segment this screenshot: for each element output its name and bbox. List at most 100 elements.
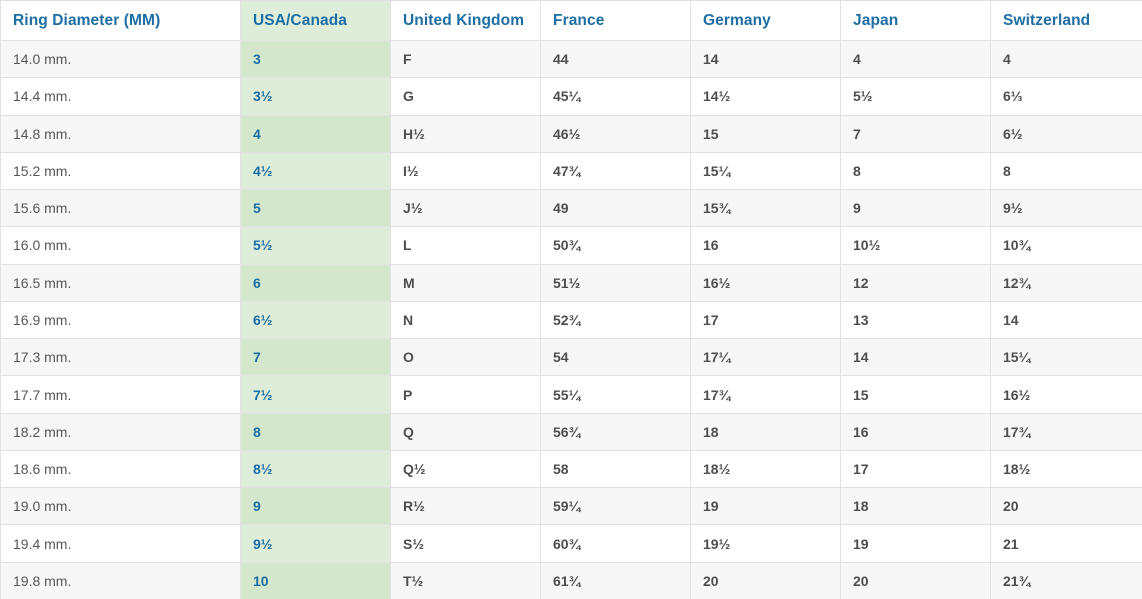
column-header-switzerland: Switzerland [990, 0, 1142, 41]
japan-size-cell: 12 [840, 263, 991, 302]
united-kingdom-size-cell: N [390, 300, 541, 340]
france-size-cell: 50¾ [540, 226, 691, 265]
header-row: Ring Diameter (MM) USA/Canada United Kingd… [0, 0, 1142, 41]
japan-size-cell: 17 [840, 449, 991, 489]
france-size-cell: 55¼ [540, 375, 691, 414]
usa-canada-size-cell: 3½ [240, 77, 391, 116]
germany-size-cell: 20 [690, 561, 841, 599]
ring-diameter-cell: 18.6 mm. [0, 449, 241, 489]
japan-size-cell: 10½ [840, 226, 991, 265]
germany-size-cell: 19 [690, 487, 841, 526]
united-kingdom-size-cell: P [390, 375, 541, 414]
united-kingdom-size-cell: R½ [390, 487, 541, 526]
switzerland-size-cell: 9½ [990, 189, 1142, 228]
germany-size-cell: 17¾ [690, 375, 841, 414]
ring-diameter-cell: 14.0 mm. [0, 39, 241, 79]
usa-canada-size-cell: 5½ [240, 226, 391, 265]
ring-diameter-cell: 14.4 mm. [0, 77, 241, 116]
ring-diameter-cell: 16.0 mm. [0, 226, 241, 265]
germany-size-cell: 18½ [690, 449, 841, 489]
ring-diameter-cell: 19.8 mm. [0, 561, 241, 599]
switzerland-size-cell: 21 [990, 524, 1142, 563]
switzerland-size-cell: 21¾ [990, 561, 1142, 599]
usa-canada-size-cell: 8 [240, 412, 391, 451]
japan-size-cell: 20 [840, 561, 991, 599]
switzerland-size-cell: 6½ [990, 114, 1142, 153]
table-row: 15.2 mm. 4½ I½ 47¾ 15¼ 8 8 [0, 151, 1142, 191]
japan-size-cell: 18 [840, 487, 991, 526]
japan-size-cell: 7 [840, 114, 991, 153]
ring-diameter-cell: 18.2 mm. [0, 412, 241, 451]
germany-size-cell: 14½ [690, 77, 841, 116]
ring-diameter-cell: 17.7 mm. [0, 375, 241, 414]
united-kingdom-size-cell: G [390, 77, 541, 116]
table-row: 14.0 mm. 3 F 44 14 4 4 [0, 39, 1142, 79]
usa-canada-size-cell: 6½ [240, 300, 391, 340]
germany-size-cell: 19½ [690, 524, 841, 563]
japan-size-cell: 8 [840, 151, 991, 191]
usa-canada-size-cell: 7 [240, 338, 391, 377]
france-size-cell: 44 [540, 39, 691, 79]
column-header-germany: Germany [690, 0, 841, 41]
switzerland-size-cell: 18½ [990, 449, 1142, 489]
germany-size-cell: 17¼ [690, 338, 841, 377]
united-kingdom-size-cell: S½ [390, 524, 541, 563]
france-size-cell: 56¾ [540, 412, 691, 451]
france-size-cell: 59¼ [540, 487, 691, 526]
table-row: 18.2 mm. 8 Q 56¾ 18 16 17¾ [0, 412, 1142, 451]
column-header-japan: Japan [840, 0, 991, 41]
ring-diameter-cell: 16.5 mm. [0, 263, 241, 302]
united-kingdom-size-cell: H½ [390, 114, 541, 153]
table-row: 18.6 mm. 8½ Q½ 58 18½ 17 18½ [0, 449, 1142, 489]
usa-canada-size-cell: 4 [240, 114, 391, 153]
united-kingdom-size-cell: Q [390, 412, 541, 451]
germany-size-cell: 15¼ [690, 151, 841, 191]
ring-diameter-cell: 19.0 mm. [0, 487, 241, 526]
ring-diameter-cell: 16.9 mm. [0, 300, 241, 340]
column-header-ring-diameter-mm: Ring Diameter (MM) [0, 0, 241, 41]
france-size-cell: 54 [540, 338, 691, 377]
france-size-cell: 58 [540, 449, 691, 489]
japan-size-cell: 16 [840, 412, 991, 451]
column-header-france: France [540, 0, 691, 41]
table-row: 16.0 mm. 5½ L 50¾ 16 10½ 10¾ [0, 226, 1142, 265]
ring-diameter-cell: 19.4 mm. [0, 524, 241, 563]
table-header: Ring Diameter (MM) USA/Canada United Kingd… [0, 0, 1142, 41]
switzerland-size-cell: 4 [990, 39, 1142, 79]
switzerland-size-cell: 15¼ [990, 338, 1142, 377]
germany-size-cell: 15 [690, 114, 841, 153]
united-kingdom-size-cell: O [390, 338, 541, 377]
japan-size-cell: 5½ [840, 77, 991, 116]
switzerland-size-cell: 16½ [990, 375, 1142, 414]
table-row: 14.8 mm. 4 H½ 46½ 15 7 6½ [0, 114, 1142, 153]
japan-size-cell: 4 [840, 39, 991, 79]
france-size-cell: 47¾ [540, 151, 691, 191]
table-row: 17.3 mm. 7 O 54 17¼ 14 15¼ [0, 338, 1142, 377]
usa-canada-size-cell: 4½ [240, 151, 391, 191]
ring-diameter-cell: 17.3 mm. [0, 338, 241, 377]
column-header-united-kingdom: United Kingdom [390, 0, 541, 41]
ring-diameter-cell: 14.8 mm. [0, 114, 241, 153]
japan-size-cell: 14 [840, 338, 991, 377]
france-size-cell: 49 [540, 189, 691, 228]
usa-canada-size-cell: 10 [240, 561, 391, 599]
united-kingdom-size-cell: L [390, 226, 541, 265]
france-size-cell: 60¾ [540, 524, 691, 563]
united-kingdom-size-cell: J½ [390, 189, 541, 228]
usa-canada-size-cell: 8½ [240, 449, 391, 489]
ring-diameter-cell: 15.6 mm. [0, 189, 241, 228]
ring-diameter-cell: 15.2 mm. [0, 151, 241, 191]
france-size-cell: 46½ [540, 114, 691, 153]
united-kingdom-size-cell: M [390, 263, 541, 302]
table-row: 14.4 mm. 3½ G 45¼ 14½ 5½ 6⅓ [0, 77, 1142, 116]
usa-canada-size-cell: 3 [240, 39, 391, 79]
table-row: 17.7 mm. 7½ P 55¼ 17¾ 15 16½ [0, 375, 1142, 414]
france-size-cell: 51½ [540, 263, 691, 302]
germany-size-cell: 18 [690, 412, 841, 451]
france-size-cell: 45¼ [540, 77, 691, 116]
france-size-cell: 61¾ [540, 561, 691, 599]
france-size-cell: 52¾ [540, 300, 691, 340]
table-row: 16.5 mm. 6 M 51½ 16½ 12 12¾ [0, 263, 1142, 302]
table-body: 14.0 mm. 3 F 44 14 4 4 14.4 mm. 3½ G 45¼ 14½ 5½ 6⅓ 14.… [0, 39, 1142, 599]
